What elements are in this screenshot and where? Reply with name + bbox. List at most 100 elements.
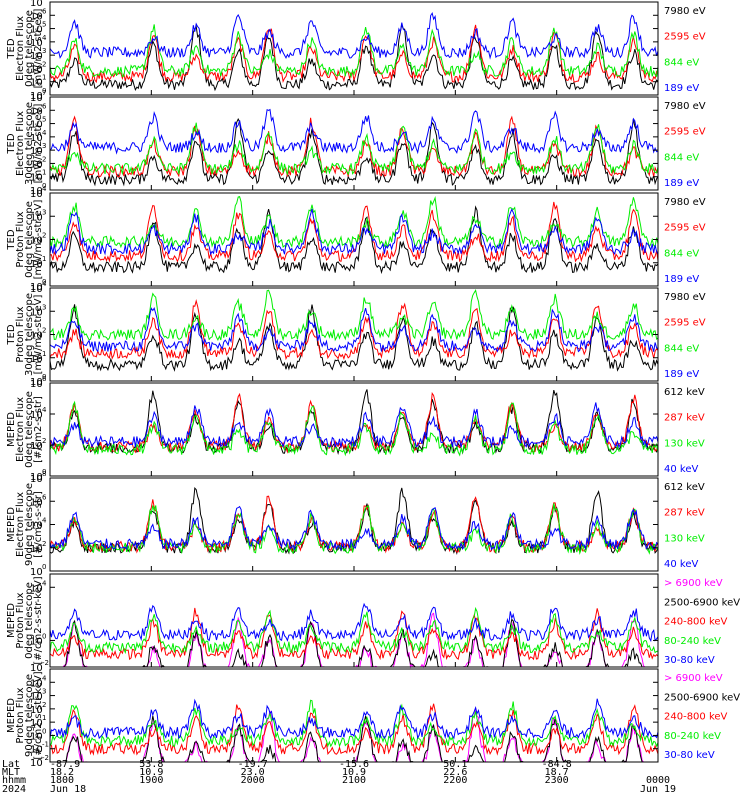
panel-frame: [49, 573, 659, 668]
xtick-hhmm: 1900: [139, 775, 163, 786]
ytick-label: 10: [30, 93, 43, 104]
series-line-p2-2: [49, 122, 659, 176]
xtick-mlt: 10.9: [342, 767, 366, 778]
legend-entry: 2595 eV: [664, 127, 706, 138]
ytick-label: 10: [30, 186, 43, 197]
y-axis-label-line: 90deg telescope: [24, 674, 35, 757]
series-line-p8-4: [49, 698, 659, 740]
legend-entry: 240-800 keV: [664, 617, 728, 628]
ytick-label: 10: [30, 731, 43, 742]
legend-entry: 7980 eV: [664, 292, 706, 303]
ytick-exponent: 3: [42, 208, 46, 216]
ytick-exponent: 6: [42, 375, 47, 383]
y-axis-label-line: MEPED: [6, 412, 17, 447]
ytick-label: 10: [30, 331, 43, 342]
legend-entry: 189 eV: [664, 83, 699, 94]
y-axis-label-line: TED: [6, 38, 17, 59]
y-axis-label-line: Proton Flux: [15, 592, 26, 648]
ytick-label: 10: [30, 146, 43, 157]
ytick-label: 10: [30, 91, 43, 102]
ytick-exponent: 6: [42, 102, 47, 110]
legend-entry: 80-240 keV: [664, 731, 721, 742]
legend-entry: 7980 eV: [664, 197, 706, 208]
ytick-label: 10: [30, 38, 43, 49]
ytick-label: 10: [30, 284, 43, 295]
ytick-exponent: 2: [42, 327, 46, 335]
xtick-lat: 53.8: [139, 759, 163, 770]
legend-entry: 2595 eV: [664, 32, 706, 43]
y-axis-label: MEPEDProton Flux0deg telescope[#/cm2-s-s…: [6, 576, 44, 664]
series-line-p5-3: [49, 402, 659, 449]
ytick-label: 10: [30, 159, 43, 170]
ytick-exponent: 7: [42, 0, 46, 2]
ytick-label: 10: [30, 472, 43, 483]
xtick-date: Jun 18: [50, 784, 86, 795]
ytick-exponent: 6: [42, 7, 47, 15]
panel-frame: [49, 477, 659, 572]
xtick-hhmm: 1800: [50, 775, 74, 786]
legend-entry: > 6900 keV: [664, 673, 723, 684]
y-axis-label-line: Proton Flux: [15, 687, 26, 743]
xtick-hhmm: 2000: [241, 775, 265, 786]
y-axis-label-line: 0deg telescope: [24, 201, 35, 278]
ytick-exponent: 2: [42, 437, 46, 445]
ytick-exponent: 4: [42, 406, 47, 414]
ytick-label: 10: [30, 544, 43, 555]
y-axis-label-line: TED: [6, 324, 17, 345]
ytick-label: 10: [30, 212, 43, 223]
ytick-exponent: 3: [42, 47, 46, 55]
xtick-lat: -84.8: [542, 759, 572, 770]
legend-entry: 2500-6900 keV: [664, 597, 740, 608]
xtick-hhmm: 2300: [545, 775, 569, 786]
ytick-exponent: 0: [42, 468, 46, 476]
legend-entry: 240-800 keV: [664, 712, 728, 723]
ytick-exponent: -1: [42, 741, 49, 749]
x-axis-row-label: Lat: [2, 759, 20, 770]
series-line-p4-0: [49, 304, 659, 372]
ytick-label: 10: [30, 377, 43, 388]
x-axis-row-label: hhmm: [2, 775, 26, 786]
y-axis-label-line: [#/cm2-s-str-keV]: [33, 576, 44, 664]
series-line-p3-3: [49, 208, 659, 256]
xtick-lat: -15.6: [339, 759, 369, 770]
ytick-exponent: 0: [42, 278, 46, 286]
ytick-exponent: 2: [42, 60, 46, 68]
ytick-label: 10: [30, 64, 43, 75]
y-axis-label-line: MEPED: [6, 507, 17, 542]
y-axis-label-line: [#/cm2-s-str]: [33, 491, 44, 558]
ytick-exponent: 2: [42, 155, 46, 163]
y-axis-label: MEPEDElectron Flux0deg telescope[#/cm2-s…: [6, 391, 44, 468]
y-axis-label-line: 0deg telescope: [24, 391, 35, 468]
y-axis-label-line: [mW/m2-str-eV]: [33, 200, 44, 280]
y-axis-label-line: 30deg telescope: [24, 102, 35, 185]
series-line-p1-2: [49, 24, 659, 79]
ytick-label: 10: [30, 78, 43, 89]
series-line-p4-1: [49, 299, 659, 361]
y-axis-label: TEDElectron Flux0deg telescope[mW/m2-str…: [6, 9, 44, 89]
y-axis-label-line: TED: [6, 133, 17, 154]
ytick-label: 10: [30, 379, 43, 390]
ytick-label: 10: [30, 11, 43, 22]
ytick-label: 10: [30, 410, 43, 421]
ytick-label: 10: [30, 705, 43, 716]
legend-entry: 40 keV: [664, 559, 698, 570]
xtick-mlt: 22.6: [443, 767, 467, 778]
xtick-lat: -87.9: [50, 759, 80, 770]
series-line-p2-0: [49, 117, 659, 187]
xtick-lat: 50.1: [443, 759, 467, 770]
ytick-label: 10: [30, 259, 43, 270]
y-axis-label: TEDProton Flux30deg telescope[mW/m2-str-…: [6, 293, 44, 376]
y-axis-label: MEPEDElectron Flux90deg telescope[#/cm2-…: [6, 483, 44, 566]
ytick-exponent: 0: [42, 373, 46, 381]
ytick-label: 10: [30, 663, 43, 674]
xtick-date: Jun 19: [640, 784, 676, 795]
ytick-exponent: 7: [42, 89, 46, 97]
ytick-exponent: 4: [42, 280, 47, 288]
ytick-label: 10: [30, 354, 43, 365]
ytick-label: 10: [30, 497, 43, 508]
ytick-exponent: 0: [42, 563, 46, 571]
y-axis-label-line: [#/cm2-s-str-keV]: [33, 671, 44, 759]
y-axis-label-line: MEPED: [6, 698, 17, 733]
